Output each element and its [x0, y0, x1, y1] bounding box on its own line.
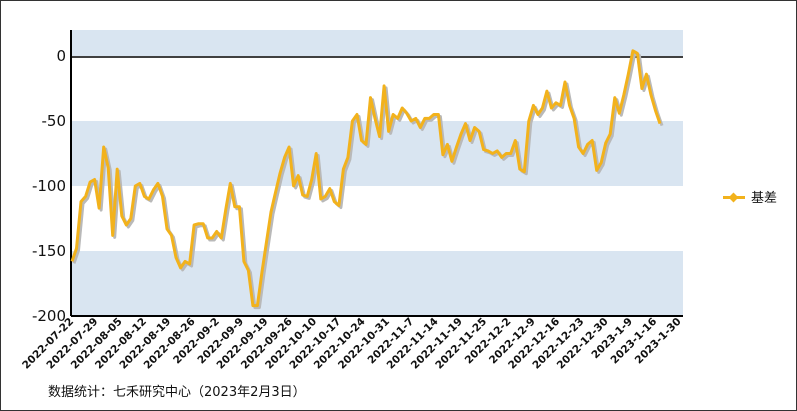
y-tick-label: -100 [32, 177, 66, 195]
legend-swatch-icon [723, 192, 745, 202]
y-tick-label: 0 [56, 47, 66, 65]
y-axis-labels: 0 -50 -100 -150 -200 [32, 47, 66, 325]
legend-label: 基差 [751, 191, 778, 206]
background-band-2 [71, 251, 683, 316]
legend: 基差 [723, 187, 777, 206]
y-tick-label: -150 [32, 242, 66, 260]
source-note: 数据统计：七禾研究中心（2023年2月3日） [48, 385, 306, 400]
y-tick-label: -200 [32, 307, 66, 325]
x-axis-labels: 2022-07-222022-07-292022-08-052022-08-12… [20, 316, 683, 372]
series-line-basis [70, 49, 662, 308]
y-tick-label: -50 [42, 112, 67, 130]
background-bands [71, 30, 683, 316]
background-band-0 [71, 30, 683, 56]
